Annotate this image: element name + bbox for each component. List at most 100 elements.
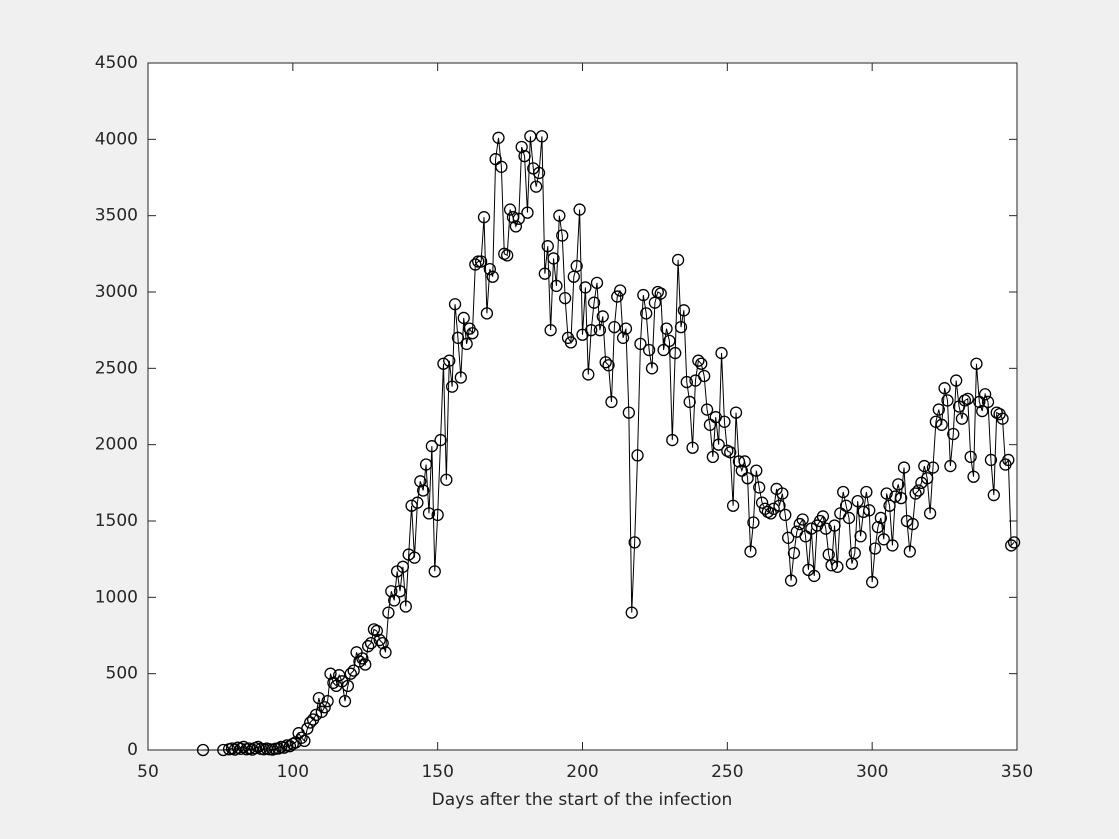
data-point (437, 357, 450, 370)
data-point (602, 359, 615, 372)
data-point (654, 287, 667, 300)
data-point (695, 357, 708, 370)
y-tick-label: 0 (127, 740, 138, 760)
data-point (599, 356, 612, 369)
data-point (767, 502, 780, 515)
data-point (941, 394, 954, 407)
data-point (663, 334, 676, 348)
data-point (831, 560, 844, 573)
data-point (894, 491, 908, 505)
data-point (327, 676, 340, 689)
data-point (593, 324, 607, 337)
data-point (402, 548, 415, 561)
data-point (411, 496, 424, 509)
data-point (304, 716, 317, 729)
data-point (929, 415, 943, 428)
data-point (408, 551, 421, 564)
data-point (509, 220, 523, 233)
data-point (596, 310, 609, 323)
data-point (422, 507, 436, 520)
data-point (787, 546, 801, 560)
data-point (434, 433, 447, 447)
data-point (312, 691, 326, 705)
data-point (417, 484, 430, 497)
data-point (547, 252, 560, 265)
data-point (976, 404, 989, 418)
data-point (347, 664, 360, 677)
data-point (640, 307, 653, 320)
data-point (486, 270, 499, 283)
data-point (868, 542, 882, 555)
x-tick-label: 200 (566, 762, 598, 782)
data-point (889, 490, 902, 503)
data-point (393, 585, 407, 598)
data-point (967, 470, 980, 483)
data-point (805, 522, 818, 535)
data-point (396, 560, 410, 573)
data-point (373, 633, 386, 647)
data-point (634, 337, 647, 351)
data-point (564, 336, 578, 349)
plot-area (147, 62, 1018, 751)
data-point (973, 395, 986, 409)
data-point (854, 530, 867, 543)
data-point (301, 722, 314, 735)
data-point (359, 658, 372, 671)
data-point (622, 406, 635, 419)
y-tick-label: 500 (106, 664, 138, 684)
y-tick-label: 2000 (95, 435, 138, 455)
data-point (518, 149, 531, 163)
data-point (900, 514, 914, 528)
data-point (399, 600, 412, 613)
data-point (645, 362, 659, 375)
data-point (385, 585, 398, 598)
data-point (495, 160, 508, 173)
data-point (970, 357, 983, 370)
data-point (715, 346, 728, 360)
data-point (582, 368, 595, 381)
y-tick-label: 3500 (95, 206, 138, 226)
data-point (718, 415, 731, 428)
data-point (851, 495, 864, 508)
data-point (698, 369, 711, 383)
data-point (857, 505, 870, 518)
data-point (535, 130, 549, 143)
data-point (590, 276, 604, 289)
data-point (370, 624, 383, 638)
data-point (706, 450, 719, 464)
y-tick-label: 2500 (95, 358, 138, 378)
data-point (839, 499, 853, 512)
data-point (903, 545, 916, 558)
data-point (666, 433, 679, 447)
data-point (573, 203, 586, 216)
data-point (477, 211, 491, 224)
x-tick-label: 250 (711, 762, 743, 782)
data-point (616, 331, 630, 344)
data-point (683, 395, 696, 409)
data-point (863, 504, 876, 517)
data-point (657, 343, 670, 357)
x-tick-label: 50 (137, 762, 159, 782)
data-line (203, 136, 1015, 751)
data-point (947, 427, 960, 441)
data-point (744, 545, 757, 558)
data-point (964, 450, 977, 464)
data-point (871, 520, 885, 534)
data-point (773, 499, 786, 512)
data-point (981, 395, 995, 409)
data-point (669, 346, 682, 360)
data-point (605, 395, 618, 409)
data-point (506, 211, 520, 224)
data-point (414, 475, 427, 488)
data-point (950, 374, 963, 387)
data-point (388, 594, 401, 607)
data-point (515, 140, 528, 154)
data-point (382, 606, 395, 619)
data-point (842, 511, 856, 525)
data-point (321, 694, 334, 708)
data-point (379, 646, 392, 659)
data-point (532, 166, 546, 180)
x-tick-label: 350 (1001, 762, 1033, 782)
data-point (892, 478, 905, 491)
data-point (480, 307, 494, 320)
